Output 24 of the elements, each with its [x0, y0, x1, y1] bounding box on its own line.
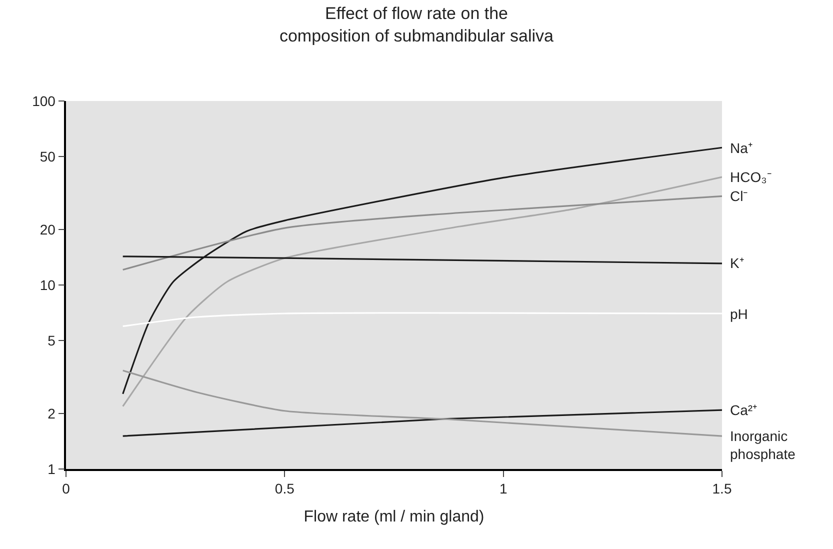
line-series — [122, 176, 722, 408]
series-label: pH — [730, 306, 748, 322]
series-label: Na⁺ — [730, 140, 753, 156]
series-label: Cl⁻ — [730, 188, 748, 204]
line-series — [122, 370, 722, 437]
series-label: K⁺ — [730, 255, 744, 271]
y-tick-label: 10 — [40, 276, 56, 293]
chart-title: Effect of flow rate on the composition of submandibular saliva — [279, 4, 554, 46]
x-tick-label: 0.5 — [274, 480, 295, 497]
y-tick-label: 100 — [32, 92, 56, 109]
y-tick-label: 1 — [48, 460, 56, 477]
y-tick-label: 50 — [40, 148, 56, 164]
series-label: Inorganic phosphate — [730, 428, 796, 462]
y-tick-label: 2 — [48, 406, 56, 422]
y-tick-label: 5 — [48, 332, 56, 348]
line-series — [122, 195, 722, 271]
x-axis-title: Flow rate (ml / min gland) — [304, 508, 484, 526]
line-series — [122, 146, 722, 395]
x-tick-label: 1.5 — [712, 480, 732, 497]
x-tick-label: 0 — [62, 480, 70, 497]
series-label: HCO₃⁻ — [730, 169, 772, 185]
series-label: Ca²⁺ — [730, 402, 758, 418]
y-tick-label: 20 — [40, 222, 56, 238]
x-tick-label: 1 — [499, 480, 508, 497]
